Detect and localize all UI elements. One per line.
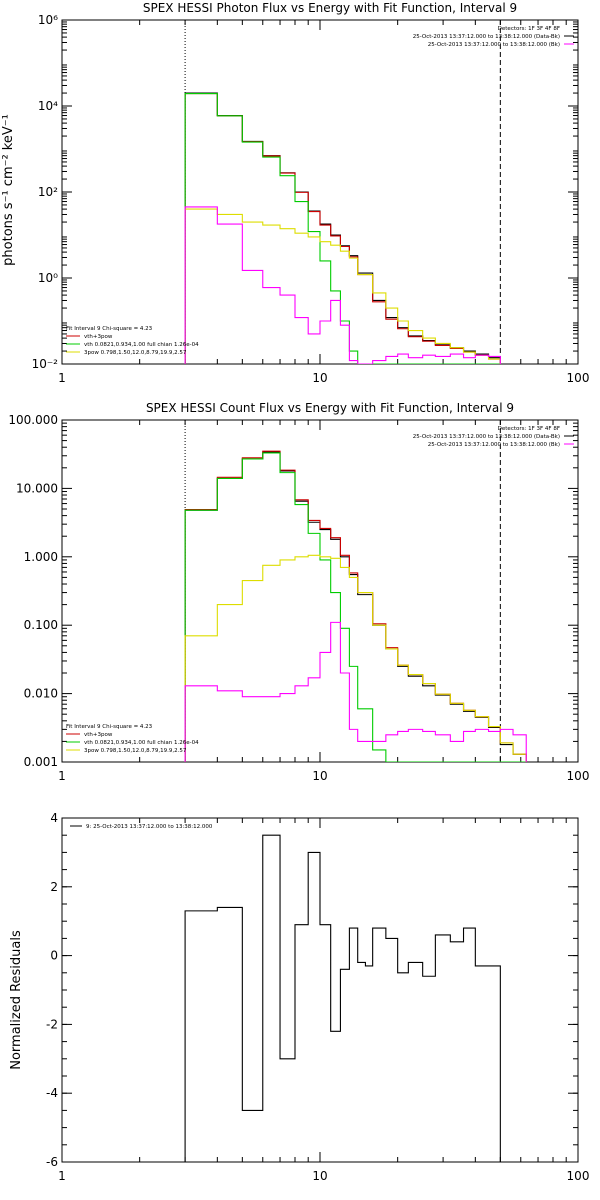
x-tick-label: 10 <box>312 769 327 783</box>
legend-entry: 3pow 0.798,1.50,12.0,8.79,19.9,2.57 <box>84 350 187 356</box>
series-line <box>184 834 501 1162</box>
series-line <box>184 621 527 762</box>
series-line <box>184 208 501 364</box>
legend-entry: vth 0.0821,0.934,1.00 full chian 1.26e-0… <box>84 342 199 348</box>
y-tick-label: -6 <box>46 1155 58 1169</box>
x-tick-label: 10 <box>312 371 327 385</box>
photon-chart-title: SPEX HESSI Photon Flux vs Energy with Fi… <box>143 1 517 15</box>
photon-y-axis-label: photons s⁻¹ cm⁻² keV⁻¹ <box>1 114 16 266</box>
fit-info-label: Fit Interval 9 Chi-square = 4.23 <box>66 724 153 730</box>
count-chart-title: SPEX HESSI Count Flux vs Energy with Fit… <box>146 401 514 415</box>
legend-entry: 25-Oct-2013 13:37:12.000 to 13:38:12.000… <box>428 442 560 448</box>
legend-entry: 25-Oct-2013 13:37:12.000 to 13:38:12.000… <box>413 34 560 40</box>
series-line <box>184 92 501 364</box>
detectors-label: Detectors: 1F 3F 4F 8F <box>498 426 560 432</box>
residuals-y-axis-label: Normalized Residuals <box>9 930 24 1070</box>
x-tick-label: 100 <box>567 371 590 385</box>
y-tick-label: 10.000 <box>16 481 58 495</box>
legend-entry: 9: 25-Oct-2013 13:37:12.000 to 13:38:12.… <box>86 824 213 830</box>
y-tick-label: 0.001 <box>24 755 58 769</box>
legend-entry: 25-Oct-2013 13:37:12.000 to 13:38:12.000… <box>413 434 560 440</box>
legend-entry: vth 0.0821,0.934,1.00 full chian 1.26e-0… <box>84 740 199 746</box>
legend-entry: 25-Oct-2013 13:37:12.000 to 13:38:12.000… <box>428 42 560 48</box>
x-tick-label: 100 <box>567 1169 590 1183</box>
legend-entry: vth+3pow <box>84 334 113 340</box>
x-tick-label: 10 <box>312 1169 327 1183</box>
count-flux-panel: SPEX HESSI Count Flux vs Energy with Fit… <box>8 401 589 783</box>
x-tick-label: 1 <box>58 769 66 783</box>
y-tick-label: 0.010 <box>24 687 58 701</box>
x-tick-label: 100 <box>567 769 590 783</box>
series-line <box>184 92 501 364</box>
photon-flux-panel: SPEX HESSI Photon Flux vs Energy with Fi… <box>1 1 589 385</box>
x-tick-label: 1 <box>58 1169 66 1183</box>
series-line <box>184 554 527 762</box>
y-tick-label: -4 <box>46 1086 58 1100</box>
y-tick-label: 100.000 <box>8 413 58 427</box>
y-tick-label: 10⁰ <box>38 271 58 285</box>
y-tick-label: 10⁶ <box>38 13 58 27</box>
residuals-panel: Normalized Residuals 1 10 100 -6 -4 -2 0 2 4 9: 2… <box>9 811 589 1183</box>
y-tick-label: 2 <box>50 880 58 894</box>
x-tick-label: 1 <box>58 371 66 385</box>
y-tick-label: 1.000 <box>24 550 58 564</box>
series-group <box>184 92 501 364</box>
y-tick-label: 10⁻² <box>32 357 59 371</box>
fit-info-label: Fit Interval 9 Chi-square = 4.23 <box>66 326 153 332</box>
series-line <box>184 206 501 364</box>
series-group <box>184 450 527 762</box>
series-line <box>184 92 501 364</box>
y-tick-label: 0.100 <box>24 618 58 632</box>
y-tick-label: -2 <box>46 1017 58 1031</box>
detectors-label: Detectors: 1F 3F 4F 8F <box>498 26 560 32</box>
y-tick-label: 4 <box>50 811 58 825</box>
y-tick-label: 10⁴ <box>38 99 58 113</box>
series-group <box>184 834 501 1162</box>
legend-entry: 3pow 0.798,1.50,12.0,8.79,19.9,2.57 <box>84 748 187 754</box>
legend-entry: vth+3pow <box>84 732 113 738</box>
y-tick-label: 10² <box>38 185 58 199</box>
y-tick-label: 0 <box>50 949 58 963</box>
